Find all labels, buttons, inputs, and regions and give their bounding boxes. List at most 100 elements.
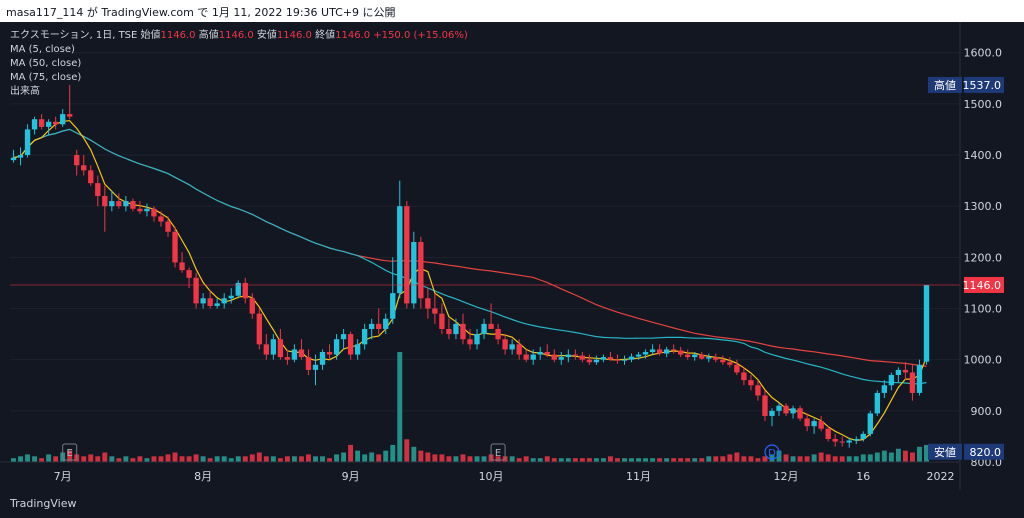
- publish-title: masa117_114 が TradingView.com で 1月 11, 2…: [6, 6, 396, 19]
- candle-body: [312, 364, 319, 370]
- earnings-marker: [62, 443, 78, 461]
- candle-body: [565, 354, 571, 358]
- candle-body: [383, 318, 389, 329]
- volume-bar: [193, 454, 199, 462]
- candle-body: [804, 418, 810, 427]
- candle-body: [867, 413, 873, 434]
- y-tick-label: 1400.0: [964, 149, 1003, 162]
- candle-body: [123, 201, 129, 207]
- volume-bar: [411, 446, 417, 462]
- volume-bar: [228, 458, 234, 462]
- price-label-value: 1537.0: [963, 79, 1002, 92]
- volume-bar: [355, 450, 361, 462]
- x-tick-label: 12月: [774, 470, 799, 483]
- candle-body: [881, 385, 888, 393]
- volume-bar: [348, 444, 354, 462]
- candle-body: [369, 323, 375, 329]
- candle-body: [179, 262, 185, 271]
- volume-bar: [734, 452, 740, 462]
- volume-bar: [172, 452, 178, 462]
- legend-ma50[interactable]: MA (50, close): [10, 58, 82, 69]
- candle-body: [291, 349, 298, 360]
- volume-bar: [600, 458, 606, 462]
- y-tick-label: 1600.0: [964, 47, 1003, 60]
- candle-body: [24, 129, 31, 156]
- earnings-label: E: [495, 448, 501, 459]
- volume-bar: [32, 456, 38, 462]
- candle-body: [579, 355, 586, 360]
- candle-body: [692, 354, 698, 358]
- candle-body: [558, 357, 564, 360]
- volume-bar: [242, 456, 248, 462]
- dividend-label: D: [768, 448, 776, 459]
- candle-body: [874, 392, 880, 414]
- volume-bar: [404, 439, 410, 462]
- candle-body: [530, 354, 536, 360]
- x-tick-label: 16: [856, 470, 870, 483]
- candle-body: [425, 298, 431, 309]
- candle-body: [453, 323, 459, 335]
- legend-volume[interactable]: 出来高: [10, 86, 40, 97]
- volume-bar: [917, 446, 922, 462]
- legend-ma75[interactable]: MA (75, close): [10, 72, 82, 83]
- candle-body: [326, 352, 333, 355]
- candle-body: [839, 441, 845, 443]
- candle-body: [832, 438, 838, 442]
- candle-body: [95, 183, 101, 196]
- volume-bar: [839, 456, 845, 462]
- volume-bar: [460, 454, 466, 462]
- candle-body: [439, 313, 445, 329]
- candle-body: [228, 295, 234, 299]
- low-value: 1146.0: [276, 30, 312, 41]
- volume-bar: [151, 456, 157, 462]
- volume-bar: [622, 458, 627, 462]
- volume-bar: [558, 458, 564, 462]
- volume-bar: [692, 458, 698, 462]
- candle-body: [544, 352, 550, 355]
- candle-body: [116, 201, 122, 207]
- candle-body: [537, 352, 543, 355]
- volume-bar: [699, 458, 705, 462]
- candle-body: [319, 352, 326, 365]
- volume-bar: [474, 456, 480, 462]
- candle-body: [17, 155, 24, 158]
- candle-body: [432, 308, 438, 314]
- candle-body: [649, 349, 656, 352]
- candle-body: [60, 114, 66, 125]
- candle-body: [102, 195, 108, 207]
- volume-bar: [495, 456, 501, 462]
- candle-body: [137, 208, 143, 212]
- candle-body: [38, 119, 45, 127]
- legend-ma5[interactable]: MA (5, close): [10, 44, 75, 55]
- volume-bar: [615, 458, 620, 462]
- candle-body: [748, 380, 754, 386]
- tradingview-logo[interactable]: TradingView: [10, 497, 76, 510]
- volume-bar: [102, 452, 108, 462]
- volume-bar: [825, 454, 831, 462]
- candle-body: [249, 298, 255, 314]
- candle-body: [397, 206, 403, 294]
- volume-bar: [706, 456, 712, 462]
- candle-body: [509, 344, 515, 350]
- legend-symbol-row: エクスモーション, 1日, TSE 始値1146.0 高値1146.0 安値11…: [10, 29, 468, 43]
- volume-bar: [853, 456, 859, 462]
- candle-body: [31, 119, 38, 130]
- candle-body: [895, 369, 902, 376]
- volume-bar: [249, 454, 255, 462]
- volume-bar: [685, 458, 691, 462]
- brand-text: TradingView: [10, 497, 77, 510]
- candle-body: [88, 170, 94, 184]
- volume-bar: [881, 450, 887, 462]
- candle-body: [762, 395, 768, 416]
- volume-bar: [523, 456, 529, 462]
- volume-bar: [425, 452, 431, 462]
- volume-bar: [123, 456, 129, 462]
- volume-bar: [867, 454, 873, 462]
- volume-bar: [537, 458, 543, 462]
- candle-body: [663, 349, 670, 354]
- volume-bar: [902, 450, 908, 462]
- candle-body: [642, 352, 649, 355]
- volume-bar: [109, 456, 115, 462]
- high-value: 1146.0: [218, 30, 254, 41]
